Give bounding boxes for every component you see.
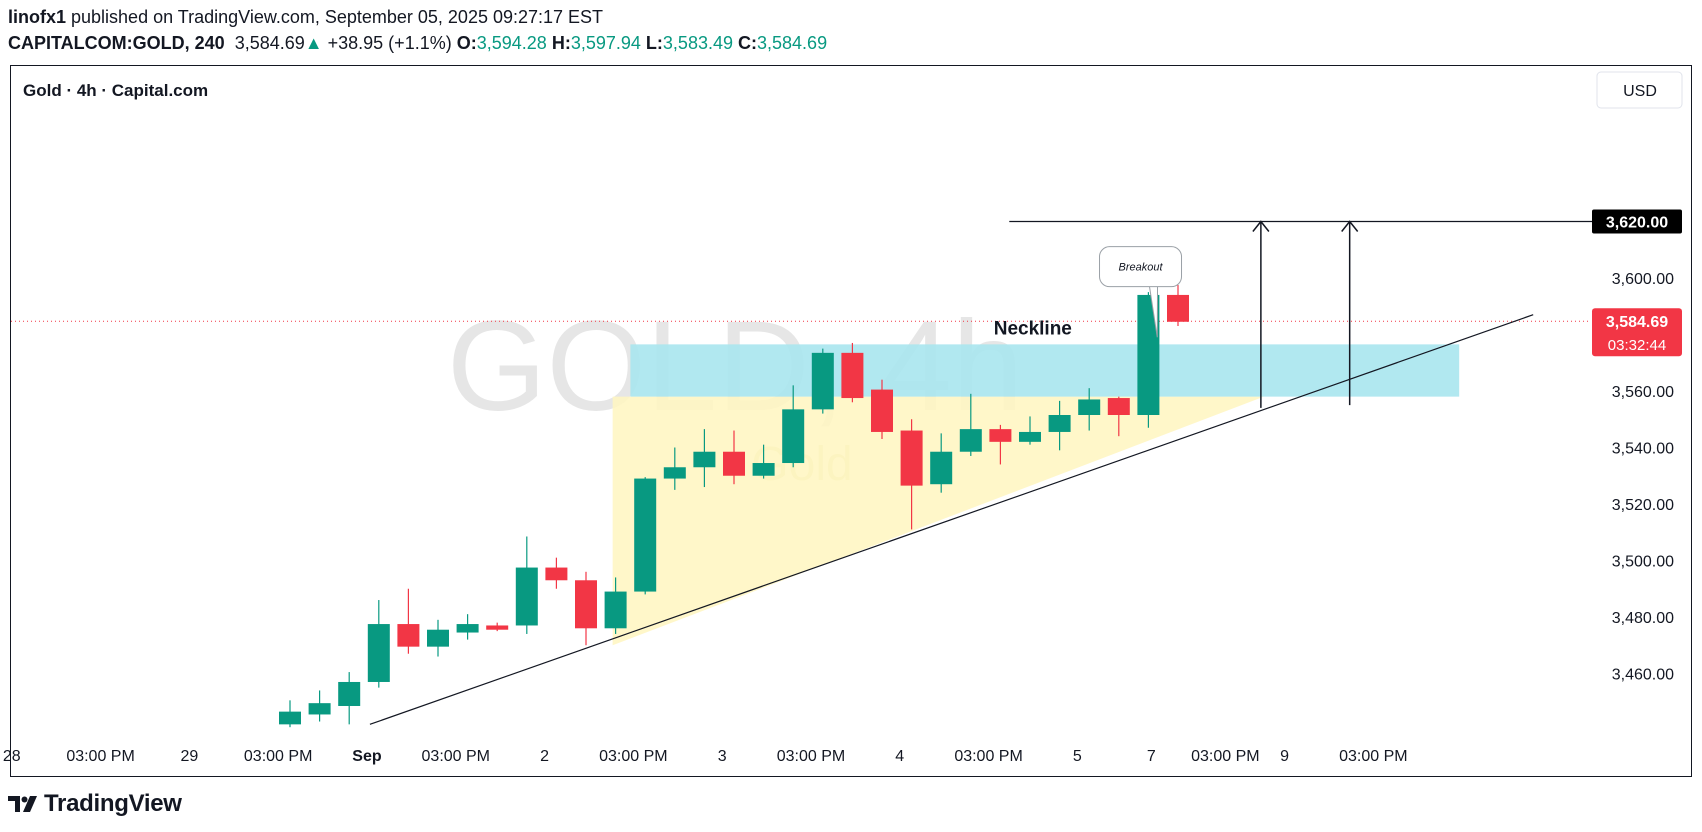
candle-body[interactable] — [871, 389, 893, 432]
candle-body[interactable] — [930, 451, 953, 485]
candle-body[interactable] — [811, 352, 834, 410]
symbol-info: CAPITALCOM:GOLD, 240 3,584.69▲ +38.95 (+… — [8, 32, 827, 54]
candle-body[interactable] — [959, 429, 982, 452]
target-price-badge — [1592, 209, 1682, 234]
candle-body[interactable] — [545, 567, 568, 581]
close-label: C: — [738, 33, 758, 53]
time-tick-label: 03:00 PM — [599, 748, 667, 765]
candle-body[interactable] — [841, 352, 864, 399]
price-tick-label: 3,600.00 — [1612, 271, 1674, 288]
footer-brand: TradingView — [44, 790, 182, 817]
time-tick-label: 03:00 PM — [66, 748, 134, 765]
currency-label: USD — [1623, 83, 1657, 100]
candle-body[interactable] — [338, 681, 361, 706]
candle-body[interactable] — [723, 451, 745, 476]
open-label: O: — [456, 33, 477, 53]
chart-frame[interactable] — [10, 65, 1692, 777]
arrow-head-icon — [1341, 220, 1359, 232]
candle-body[interactable] — [1137, 294, 1160, 415]
candle-body[interactable] — [900, 430, 923, 486]
neckline-label: Neckline — [994, 318, 1072, 339]
time-tick-label: 2 — [540, 748, 549, 765]
callout-pointer — [1149, 286, 1159, 338]
breakout-callout[interactable] — [1099, 246, 1183, 288]
last-price-text: 3,584.69 — [234, 33, 305, 53]
candle-body[interactable] — [752, 463, 775, 476]
candle-body[interactable] — [634, 478, 657, 592]
publisher-name[interactable]: linofx1 — [8, 7, 67, 27]
time-tick-label: 03:00 PM — [777, 748, 845, 765]
time-tick-label: 29 — [180, 748, 198, 765]
candle-body[interactable] — [427, 629, 449, 647]
ascending-triangle-shape — [612, 396, 1264, 646]
time-tick-label: 03:00 PM — [422, 748, 490, 765]
time-tick-label: 9 — [1280, 748, 1289, 765]
candle-body[interactable] — [1107, 398, 1130, 415]
time-tick-label: 03:00 PM — [244, 748, 312, 765]
neckline-zone[interactable] — [630, 344, 1460, 397]
candle-body[interactable] — [575, 580, 597, 629]
price-tick-label: 3,560.00 — [1612, 384, 1674, 401]
candle-body[interactable] — [989, 429, 1012, 442]
high-label: H: — [551, 33, 571, 53]
change-text: +38.95 (+1.1%) — [327, 33, 452, 53]
symbol-label: CAPITALCOM:GOLD, 240 — [8, 33, 225, 53]
candle-body[interactable] — [515, 567, 538, 626]
currency-button[interactable] — [1596, 71, 1683, 109]
ascending-trendline[interactable] — [369, 314, 1534, 725]
low-value: 3,583.49 — [662, 33, 733, 53]
time-tick-label: 7 — [1147, 748, 1156, 765]
candle-body[interactable] — [604, 591, 627, 629]
price-tick-label: 3,520.00 — [1612, 497, 1674, 514]
last-price-label: 3,584.69 — [1606, 314, 1668, 331]
footer: TradingView — [8, 790, 182, 818]
callout-text: Breakout — [1119, 262, 1164, 274]
last-price-badge — [1592, 308, 1682, 357]
tradingview-logo-icon — [8, 796, 37, 812]
time-tick-label: 5 — [1073, 748, 1082, 765]
time-tick-label: 03:00 PM — [1191, 748, 1259, 765]
candle-body[interactable] — [486, 625, 509, 630]
published-text: published on TradingView.com, September … — [66, 7, 604, 27]
candle-body[interactable] — [782, 409, 805, 464]
chart-legend-title: Gold · 4h · Capital.com — [23, 81, 208, 100]
time-tick-label: 28 — [3, 748, 21, 765]
candle-body[interactable] — [308, 703, 331, 715]
high-value: 3,597.94 — [570, 33, 641, 53]
price-tick-label: 3,460.00 — [1612, 666, 1674, 683]
close-value: 3,584.69 — [757, 33, 828, 53]
time-tick-label: 3 — [718, 748, 727, 765]
candle-body[interactable] — [367, 624, 390, 682]
time-tick-label: 4 — [895, 748, 904, 765]
candle-body[interactable] — [1048, 415, 1071, 432]
time-tick-label: 03:00 PM — [1339, 748, 1407, 765]
open-value: 3,594.28 — [476, 33, 547, 53]
target-price-label: 3,620.00 — [1606, 214, 1668, 231]
candle-body[interactable] — [1019, 431, 1041, 442]
bar-countdown: 03:32:44 — [1608, 337, 1666, 354]
low-label: L: — [645, 33, 663, 53]
arrow-head-icon — [1252, 220, 1270, 232]
candle-body[interactable] — [397, 624, 420, 647]
candle-body[interactable] — [693, 451, 716, 468]
publish-info: linofx1 published on TradingView.com, Se… — [8, 6, 603, 28]
candle-body[interactable] — [279, 711, 301, 725]
price-tick-label: 3,500.00 — [1612, 553, 1674, 570]
candle-body[interactable] — [456, 624, 479, 633]
candle-body[interactable] — [1078, 399, 1101, 415]
candle-body[interactable] — [1167, 294, 1189, 322]
price-tick-label: 3,480.00 — [1612, 610, 1674, 627]
candle-body[interactable] — [663, 467, 686, 479]
time-tick-label: 03:00 PM — [954, 748, 1022, 765]
triangle-up-icon: ▲ — [304, 33, 323, 53]
price-tick-label: 3,540.00 — [1612, 440, 1674, 457]
time-tick-label: Sep — [352, 748, 382, 765]
